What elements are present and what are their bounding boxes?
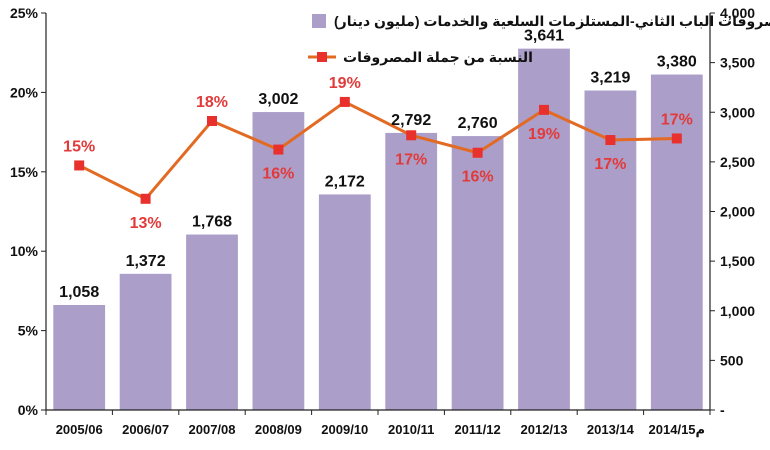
bar xyxy=(119,273,172,410)
line-data-label: 17% xyxy=(395,151,427,168)
right-tick-label: 1,500 xyxy=(720,253,755,269)
line-point xyxy=(406,130,417,141)
x-tick-label: 2007/08 xyxy=(189,422,236,437)
bar-data-label: 2,792 xyxy=(391,112,431,129)
line-point xyxy=(140,193,151,204)
line-data-label: 16% xyxy=(262,166,294,183)
right-tick-label: 3,000 xyxy=(720,104,755,120)
x-tick-label: 2006/07 xyxy=(122,422,169,437)
line-point xyxy=(74,160,85,171)
bar-data-label: 3,219 xyxy=(590,70,630,87)
right-tick-label: - xyxy=(720,402,725,418)
line-point xyxy=(207,115,217,126)
bar-data-label: 2,172 xyxy=(325,173,365,190)
x-tick-label: 2009/10 xyxy=(321,422,368,437)
right-tick-label: 1,000 xyxy=(720,303,755,319)
line-data-label: 19% xyxy=(329,75,361,92)
bar-data-label: 2,760 xyxy=(458,115,498,132)
bars-layer xyxy=(53,48,703,411)
legend-swatch-bars xyxy=(312,14,326,28)
line-point xyxy=(472,147,483,158)
left-tick-label: 25% xyxy=(10,5,39,21)
bar-data-label: 3,641 xyxy=(524,28,564,45)
bar xyxy=(252,112,305,410)
line-data-label: 17% xyxy=(661,111,693,128)
bar-data-label: 1,058 xyxy=(59,284,99,301)
bar xyxy=(451,136,504,410)
x-tick-label: 2013/14 xyxy=(587,422,635,437)
legend-label-line: النسبة من جملة المصروفات xyxy=(343,49,533,66)
bar xyxy=(53,304,106,410)
line-data-label: 17% xyxy=(594,156,626,173)
left-tick-label: 0% xyxy=(18,402,39,418)
axes-layer: 0% 5% 10% 15% 20% 25% - 500 1,000 1,500 2,000 2,500… xyxy=(10,5,755,438)
right-tick-label: 500 xyxy=(720,352,744,368)
legend: مصروفات الباب الثاني-المستلزمات السلعية … xyxy=(308,13,770,66)
x-tick-label: 2005/06 xyxy=(56,422,103,437)
bar-data-label: 1,372 xyxy=(126,253,166,270)
right-tick-label: 2,000 xyxy=(720,204,755,220)
right-tick-label: 3,500 xyxy=(720,55,755,71)
left-tick-label: 20% xyxy=(10,84,39,100)
line-data-label: 15% xyxy=(63,138,95,155)
line-point xyxy=(605,135,616,146)
line-point xyxy=(539,104,549,115)
left-tick-label: 5% xyxy=(18,323,39,339)
line-data-label: 13% xyxy=(130,215,162,232)
x-tick-label: 2014/15م xyxy=(649,422,706,438)
bar xyxy=(385,132,438,411)
x-tick-label: 2008/09 xyxy=(255,422,302,437)
right-tick-label: 4,000 xyxy=(720,5,755,21)
legend-label-bars: مصروفات الباب الثاني-المستلزمات السلعية … xyxy=(334,13,770,30)
x-tick-label: 2010/11 xyxy=(388,422,434,437)
bar xyxy=(186,234,238,410)
x-tick-label: 2011/12 xyxy=(454,422,500,437)
line-data-label: 16% xyxy=(462,169,494,186)
bar xyxy=(650,74,703,410)
bar xyxy=(518,48,570,411)
line-data-label: 19% xyxy=(528,126,560,143)
bar-data-label: 3,380 xyxy=(657,54,697,71)
left-tick-label: 10% xyxy=(10,243,39,259)
x-tick-label: 2012/13 xyxy=(521,422,568,437)
line-point xyxy=(339,96,350,107)
legend-marker-swatch xyxy=(317,52,327,62)
bar xyxy=(318,194,371,410)
labels-layer: 1,058 1,372 1,768 3,002 2,172 2,792 2,760 3,641… xyxy=(59,28,697,301)
line-layer xyxy=(74,96,682,204)
line-point xyxy=(671,133,682,144)
left-tick-label: 15% xyxy=(10,164,39,180)
right-tick-label: 2,500 xyxy=(720,154,755,170)
bar-data-label: 3,002 xyxy=(258,91,298,108)
percentage-line xyxy=(78,100,677,201)
bar-data-label: 1,768 xyxy=(192,214,232,231)
line-data-label: 18% xyxy=(196,94,228,111)
line-point xyxy=(273,144,284,155)
